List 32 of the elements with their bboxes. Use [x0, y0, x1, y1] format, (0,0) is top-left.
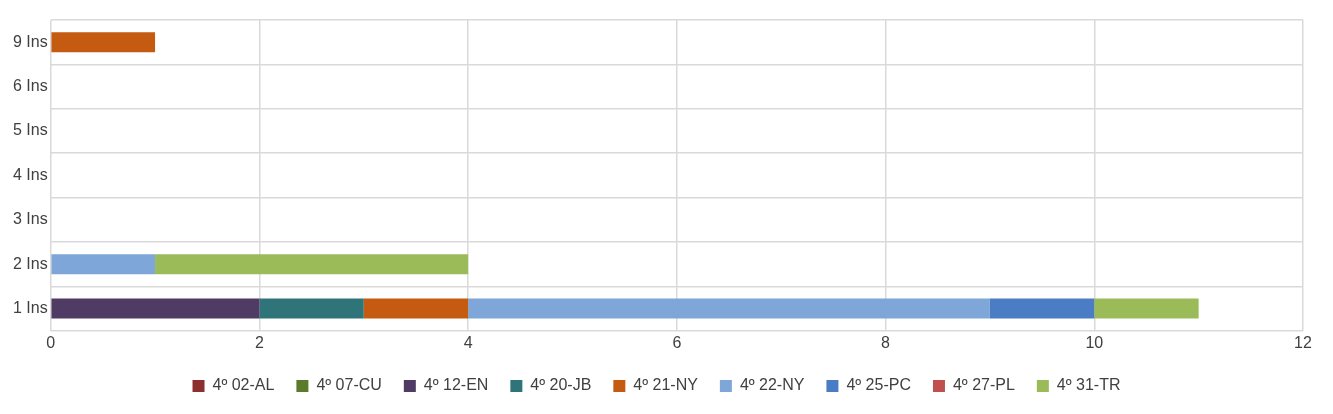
x-tick-label: 4	[463, 333, 473, 351]
bar	[259, 298, 364, 319]
x-tick-label: 10	[1085, 333, 1104, 351]
legend-label: 4º 31-TR	[1056, 376, 1121, 394]
y-tick-label: 6 Ins	[13, 77, 48, 95]
bar	[51, 298, 260, 319]
legend-label: 4º 07-CU	[316, 376, 382, 394]
legend-label: 4º 27-PL	[952, 376, 1015, 394]
y-tick-label: 3 Ins	[13, 210, 48, 228]
y-tick-label: 5 Ins	[13, 121, 48, 139]
bar	[468, 298, 990, 319]
bar	[51, 32, 156, 53]
bar	[363, 298, 469, 319]
bar	[51, 254, 156, 275]
legend-label: 4º 20-JB	[530, 376, 592, 394]
bar	[989, 298, 1095, 319]
legend-label: 4º 21-NY	[633, 376, 699, 394]
legend-label: 4º 25-PC	[846, 376, 911, 394]
legend-label: 4º 22-NY	[739, 376, 805, 394]
bar	[155, 254, 469, 275]
x-tick-label: 12	[1294, 333, 1312, 351]
x-tick-label: 8	[881, 333, 891, 351]
bar	[1094, 298, 1199, 319]
y-tick-label: 9 Ins	[13, 32, 48, 50]
x-tick-label: 2	[254, 333, 264, 351]
legend-label: 4º 12-EN	[423, 376, 489, 394]
x-tick-label: 6	[672, 333, 682, 351]
y-tick-label: 4 Ins	[13, 165, 48, 183]
legend-label: 4º 02-AL	[212, 376, 275, 394]
y-tick-label: 1 Ins	[13, 299, 48, 317]
y-tick-label: 2 Ins	[13, 254, 48, 272]
x-tick-label: 0	[46, 333, 56, 351]
